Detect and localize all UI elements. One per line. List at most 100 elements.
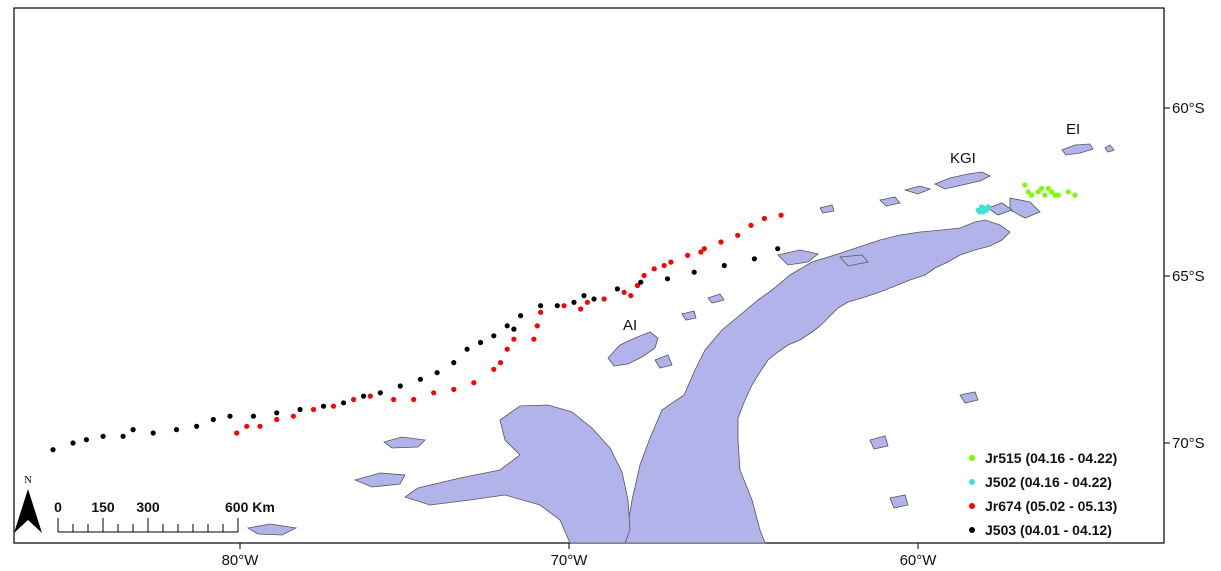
track-point-jr515 [1042,192,1048,198]
track-point-jr674 [538,309,544,315]
track-point-j503 [571,299,577,305]
track-point-j503 [751,256,758,262]
track-point-j503 [451,360,457,366]
land-clarence-island [1104,144,1115,153]
track-point-j503 [227,413,233,419]
track-point-jr674 [367,393,373,399]
track-point-j503 [100,433,106,439]
track-point-jr674 [244,423,250,429]
track-point-jr674 [601,296,607,302]
track-point-jr515 [1029,192,1035,198]
track-point-jr515 [1049,189,1055,195]
track-point-j503 [83,437,89,443]
land-layer [246,143,1115,544]
land-antarctic-peninsula [624,219,1011,544]
legend-label-j503: J503 (04.01 - 04.12) [985,522,1112,538]
track-point-j503 [504,323,510,329]
track-point-jr674 [748,222,754,228]
track-point-jr674 [290,413,296,419]
track-point-jr674 [534,323,540,329]
legend: Jr515 (04.16 - 04.22) J502 (04.16 - 04.2… [969,450,1117,538]
track-point-j503 [554,303,560,309]
y-axis: 60°S 65°S 70°S [1164,100,1205,452]
track-point-j503 [638,279,644,285]
track-point-j503 [775,246,781,252]
x-tick-label: 80°W [222,552,260,569]
track-point-j503 [70,440,76,446]
track-point-jr674 [701,246,707,252]
land-adelaide-island [607,331,659,367]
track-point-jr674 [584,299,591,305]
track-point-j503 [477,339,484,346]
track-point-jr674 [651,266,657,272]
track-point-j503 [721,262,727,269]
scale-bar: 0 150 300 600 Km [54,499,275,533]
track-point-j503 [150,430,156,436]
track-point-j503 [120,433,126,439]
scale-label-300: 300 [136,499,160,515]
track-point-j503 [130,427,136,433]
track-point-j503 [377,390,383,396]
track-point-j503 [614,286,621,292]
legend-label-jr674: Jr674 (05.02 - 05.13) [985,498,1117,514]
land-king-george-island [934,171,991,190]
legend-label-j502: J502 (04.16 - 04.22) [985,474,1112,490]
track-point-jr515 [1065,189,1071,195]
land-island [889,494,909,509]
track-point-j503 [664,276,671,282]
track-point-jr674 [561,303,567,309]
track-point-jr674 [668,259,674,265]
scale-bar-ticks [57,518,239,532]
track-point-j503 [173,427,180,433]
legend-marker-jr515 [969,455,975,461]
track-point-jr674 [661,262,667,269]
land-island [819,204,835,214]
legend-marker-j502 [969,479,975,485]
track-point-jr674 [718,239,724,245]
track-point-j503 [297,406,303,413]
track-point-jr674 [578,306,584,312]
track-point-jr674 [778,212,784,218]
track-point-jr674 [471,380,477,386]
land-alexander-island [404,404,631,544]
scale-label-0: 0 [54,499,62,515]
land-island [353,472,406,488]
track-point-j503 [340,400,347,406]
track-point-j502 [983,207,990,213]
track-point-jr674 [531,336,537,342]
scale-label-600: 600 Km [225,499,275,515]
land-island [959,391,979,404]
track-point-j503 [320,403,327,409]
land-island [777,249,819,266]
track-point-jr515 [1025,189,1031,195]
track-point-j503 [538,303,544,309]
track-point-jr674 [685,252,691,258]
track-point-jr674 [511,336,517,342]
legend-marker-jr674 [969,503,975,509]
scale-label-150: 150 [91,499,115,515]
north-arrow-label: N [24,474,32,486]
legend-label-jr515: Jr515 (04.16 - 04.22) [985,450,1117,466]
track-points-layer [50,182,1078,453]
track-point-jr674 [451,386,457,392]
track-point-jr674 [735,232,741,238]
track-point-jr515 [1035,189,1041,195]
land-island [246,523,298,536]
track-point-jr674 [310,406,317,413]
track-point-jr674 [431,390,437,396]
track-point-j503 [511,326,517,332]
track-point-j503 [464,346,470,352]
track-point-jr674 [761,215,768,222]
track-point-jr674 [497,360,504,366]
track-point-jr674 [330,403,337,409]
place-label-ai: AI [623,317,637,334]
track-point-jr674 [234,430,240,436]
track-point-jr515 [1052,192,1058,198]
legend-marker-j503 [969,527,975,533]
y-tick-label: 65°S [1172,268,1205,285]
track-point-jr515 [1045,185,1051,191]
track-point-jr674 [257,423,263,429]
place-label-ei: EI [1066,121,1080,138]
land-island [707,293,725,304]
